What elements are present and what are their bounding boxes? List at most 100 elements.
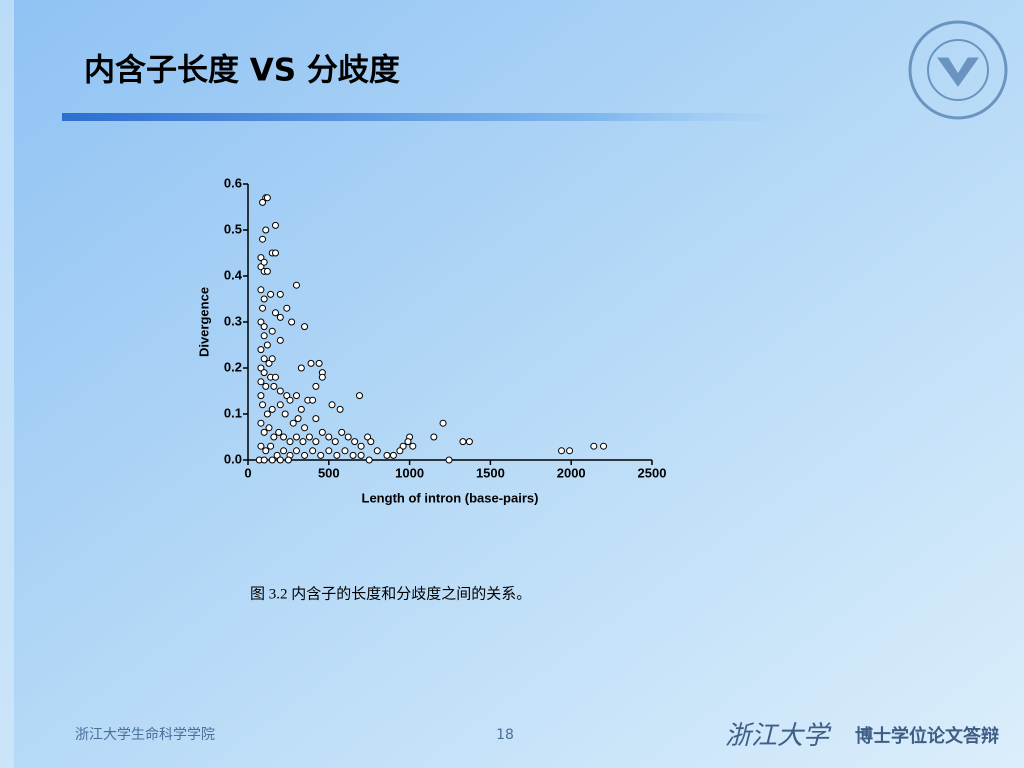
point [283, 304, 291, 312]
footer-event: 博士学位论文答辩 [855, 725, 999, 747]
point [276, 313, 284, 321]
point [257, 254, 265, 262]
point [317, 451, 325, 459]
point [373, 447, 381, 455]
point [301, 323, 309, 331]
point [318, 373, 326, 381]
point [341, 447, 349, 455]
slide-title: 内含子长度 VS 分歧度 [84, 53, 400, 89]
point [262, 447, 270, 455]
point [325, 433, 333, 441]
page-number: 18 [496, 727, 514, 743]
point [297, 405, 305, 413]
point [263, 194, 271, 202]
point [331, 438, 339, 446]
point [357, 451, 365, 459]
point [257, 364, 265, 372]
y-tick-label: 0.2 [224, 359, 242, 374]
point [558, 447, 566, 455]
point [344, 433, 352, 441]
point [297, 364, 305, 372]
y-tick-label: 0.4 [224, 267, 243, 282]
point [566, 447, 574, 455]
point [268, 327, 276, 335]
point [600, 442, 608, 450]
point [409, 442, 417, 450]
point [263, 341, 271, 349]
point [260, 323, 268, 331]
point [280, 433, 288, 441]
point [284, 456, 292, 464]
point [262, 382, 270, 390]
point [305, 433, 313, 441]
point [318, 428, 326, 436]
point [270, 382, 278, 390]
point [294, 415, 302, 423]
footer-brand: 浙江大学 [725, 721, 832, 751]
point [257, 442, 265, 450]
point [465, 438, 473, 446]
point [270, 433, 278, 441]
point [262, 226, 270, 234]
point [273, 451, 281, 459]
point [260, 428, 268, 436]
point [260, 355, 268, 363]
point [309, 396, 317, 404]
x-tick-label: 1000 [395, 465, 424, 480]
point [257, 286, 265, 294]
left-strip [0, 0, 14, 768]
point [389, 451, 397, 459]
title-bar [62, 113, 822, 121]
point [299, 438, 307, 446]
point [265, 424, 273, 432]
point [289, 419, 297, 427]
point [292, 392, 300, 400]
point [259, 304, 267, 312]
point [590, 442, 598, 450]
point [365, 456, 373, 464]
point [445, 456, 453, 464]
point [336, 405, 344, 413]
point [268, 456, 276, 464]
point [301, 424, 309, 432]
point [383, 451, 391, 459]
figure-caption: 图 3.2 内含子的长度和分歧度之间的关系。 [250, 585, 531, 602]
logo [908, 20, 1008, 120]
point [430, 433, 438, 441]
point [301, 451, 309, 459]
y-tick-label: 0.6 [224, 175, 242, 190]
point [286, 396, 294, 404]
y-axis-label: Divergence [196, 287, 211, 357]
point [292, 281, 300, 289]
point [271, 309, 279, 317]
y-tick-label: 0.1 [224, 405, 242, 420]
point [257, 318, 265, 326]
y-tick-label: 0.5 [224, 221, 242, 236]
point [271, 221, 279, 229]
point [276, 290, 284, 298]
point [351, 438, 359, 446]
point [312, 382, 320, 390]
point [459, 438, 467, 446]
point [263, 267, 271, 275]
point [349, 451, 357, 459]
point [338, 428, 346, 436]
point [439, 419, 447, 427]
point [259, 235, 267, 243]
point [364, 433, 372, 441]
point [396, 447, 404, 455]
point [276, 456, 284, 464]
point [309, 447, 317, 455]
point [263, 410, 271, 418]
point [281, 410, 289, 418]
x-tick-label: 2500 [638, 465, 667, 480]
x-tick-label: 0 [244, 465, 251, 480]
point [399, 442, 407, 450]
point [268, 405, 276, 413]
point [357, 442, 365, 450]
point [280, 447, 288, 455]
point [257, 346, 265, 354]
